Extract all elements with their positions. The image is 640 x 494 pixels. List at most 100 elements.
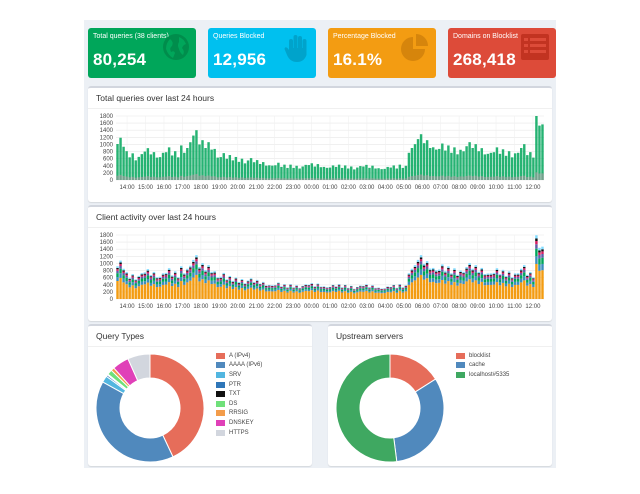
bar-segment[interactable] (231, 283, 235, 285)
bar-segment[interactable] (243, 288, 247, 291)
bar-segment[interactable] (301, 287, 304, 288)
bar-segment[interactable] (246, 280, 250, 282)
bar[interactable] (450, 152, 453, 180)
bar-segment[interactable] (343, 287, 347, 290)
bar-segment[interactable] (255, 283, 259, 287)
bar-segment[interactable] (125, 280, 128, 285)
bar-segment[interactable] (365, 284, 368, 286)
bar[interactable] (492, 152, 496, 180)
bar-segment[interactable] (316, 284, 320, 285)
bar-segment[interactable] (186, 282, 189, 299)
bar-segment[interactable] (313, 291, 317, 299)
bar-segment[interactable] (225, 280, 229, 282)
bar[interactable] (140, 154, 144, 180)
bar-segment[interactable] (389, 286, 392, 288)
bar-segment[interactable] (128, 280, 131, 283)
bar-segment[interactable] (274, 285, 277, 287)
bar-segment[interactable] (456, 282, 459, 286)
bar-segment[interactable] (334, 287, 338, 289)
bar-segment[interactable] (392, 291, 395, 299)
bar-segment[interactable] (116, 273, 119, 278)
bar-segment[interactable] (307, 285, 310, 287)
bar-segment[interactable] (413, 268, 417, 270)
bar-segment[interactable] (471, 268, 474, 271)
bar-segment[interactable] (529, 275, 532, 278)
bar-segment[interactable] (228, 277, 232, 279)
bar-segment[interactable] (474, 280, 477, 299)
bar-segment[interactable] (350, 290, 353, 292)
upstream-donut[interactable] (330, 346, 450, 466)
bar-segment[interactable] (301, 286, 304, 288)
bar-segment[interactable] (283, 285, 286, 287)
bar-segment[interactable] (340, 291, 344, 293)
bar-segment[interactable] (398, 284, 402, 286)
bar-segment[interactable] (161, 273, 165, 275)
bar-segment[interactable] (468, 268, 471, 271)
legend-item[interactable]: PTR (216, 380, 262, 390)
bar[interactable] (416, 139, 420, 180)
bar-segment[interactable] (201, 279, 204, 299)
bar-segment[interactable] (422, 266, 426, 269)
bar-segment[interactable] (216, 281, 219, 285)
bar-segment[interactable] (425, 273, 429, 279)
bar-segment[interactable] (140, 284, 144, 299)
bar-segment[interactable] (486, 277, 490, 279)
bar-segment[interactable] (356, 286, 359, 288)
bar[interactable] (362, 166, 365, 180)
bar-segment[interactable] (504, 286, 508, 299)
bar-segment[interactable] (140, 276, 144, 279)
bar-segment[interactable] (173, 273, 177, 276)
bar[interactable] (304, 164, 307, 180)
bar-segment[interactable] (243, 286, 247, 289)
bar-segment[interactable] (249, 287, 253, 299)
bar-segment[interactable] (492, 281, 496, 285)
bar-segment[interactable] (258, 285, 262, 287)
bar-segment[interactable] (377, 289, 380, 292)
bar[interactable] (258, 164, 262, 180)
bar-segment[interactable] (334, 288, 338, 291)
bar-segment[interactable] (362, 287, 365, 288)
bar-segment[interactable] (398, 287, 402, 289)
bar-segment[interactable] (362, 290, 365, 292)
bar-segment[interactable] (307, 289, 310, 292)
bar-segment[interactable] (265, 288, 268, 290)
bar-segment[interactable] (477, 275, 480, 278)
bar-segment[interactable] (143, 272, 147, 274)
bar-segment[interactable] (465, 277, 468, 282)
bar-segment[interactable] (447, 281, 450, 299)
bar[interactable] (216, 157, 219, 180)
bar-segment[interactable] (274, 284, 277, 286)
bar-segment[interactable] (398, 285, 402, 287)
bar-segment[interactable] (359, 287, 362, 289)
bar-segment[interactable] (313, 290, 317, 292)
bar[interactable] (538, 125, 541, 180)
bar-segment[interactable] (444, 283, 447, 299)
bar-segment[interactable] (529, 274, 532, 276)
bar-segment[interactable] (456, 274, 459, 277)
bar-segment[interactable] (255, 281, 259, 283)
bar-segment[interactable] (228, 278, 232, 280)
bar-segment[interactable] (265, 286, 268, 288)
bar-segment[interactable] (231, 286, 235, 290)
bar-segment[interactable] (465, 281, 468, 299)
bar-segment[interactable] (186, 271, 189, 274)
bar-segment[interactable] (164, 272, 168, 275)
bar-segment[interactable] (483, 276, 487, 278)
bar-segment[interactable] (328, 288, 332, 290)
bar-segment[interactable] (431, 281, 435, 299)
bar-segment[interactable] (444, 280, 447, 284)
bar-segment[interactable] (331, 291, 335, 299)
bar-segment[interactable] (283, 290, 286, 299)
bar-segment[interactable] (532, 281, 535, 285)
bar-segment[interactable] (240, 280, 244, 281)
bar-segment[interactable] (422, 265, 426, 267)
bar-segment[interactable] (216, 287, 219, 299)
bar-segment[interactable] (383, 293, 386, 299)
bar-segment[interactable] (125, 274, 128, 276)
legend-item[interactable]: TXT (216, 389, 262, 399)
bar-segment[interactable] (274, 289, 277, 292)
bar-segment[interactable] (146, 270, 150, 272)
bar-segment[interactable] (134, 288, 137, 299)
bar-segment[interactable] (486, 274, 490, 276)
bar-segment[interactable] (292, 289, 295, 292)
